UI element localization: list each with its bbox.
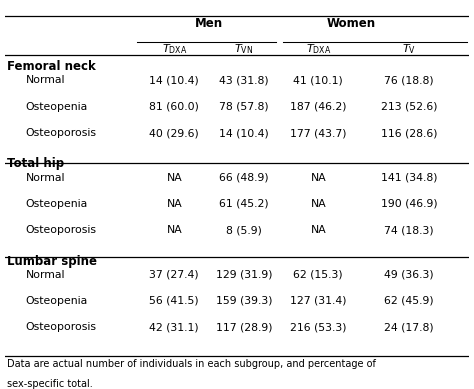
Text: 14 (10.4): 14 (10.4) xyxy=(149,75,199,86)
Text: 177 (43.7): 177 (43.7) xyxy=(290,128,346,138)
Text: NA: NA xyxy=(166,173,182,182)
Text: NA: NA xyxy=(310,199,326,209)
Text: 117 (28.9): 117 (28.9) xyxy=(216,322,272,332)
Text: NA: NA xyxy=(166,225,182,235)
Text: Lumbar spine: Lumbar spine xyxy=(7,254,97,268)
Text: Normal: Normal xyxy=(26,270,65,280)
Text: $\mathit{T}_{\mathregular{DXA}}$: $\mathit{T}_{\mathregular{DXA}}$ xyxy=(162,42,187,56)
Text: Osteoporosis: Osteoporosis xyxy=(26,225,97,235)
Text: 37 (27.4): 37 (27.4) xyxy=(149,270,199,280)
Text: NA: NA xyxy=(166,199,182,209)
Text: 62 (45.9): 62 (45.9) xyxy=(384,296,434,306)
Text: 56 (41.5): 56 (41.5) xyxy=(149,296,199,306)
Text: Normal: Normal xyxy=(26,75,65,86)
Text: 190 (46.9): 190 (46.9) xyxy=(381,199,437,209)
Text: 43 (31.8): 43 (31.8) xyxy=(219,75,269,86)
Text: 40 (29.6): 40 (29.6) xyxy=(149,128,199,138)
Text: 141 (34.8): 141 (34.8) xyxy=(381,173,437,182)
Text: 76 (18.8): 76 (18.8) xyxy=(384,75,434,86)
Text: Osteopenia: Osteopenia xyxy=(26,296,88,306)
Text: NA: NA xyxy=(310,225,326,235)
Text: NA: NA xyxy=(310,173,326,182)
Text: 187 (46.2): 187 (46.2) xyxy=(290,102,346,112)
Text: Osteoporosis: Osteoporosis xyxy=(26,322,97,332)
Text: 81 (60.0): 81 (60.0) xyxy=(149,102,199,112)
Text: 129 (31.9): 129 (31.9) xyxy=(216,270,272,280)
Text: Osteopenia: Osteopenia xyxy=(26,199,88,209)
Text: $\mathit{T}_{\mathregular{DXA}}$: $\mathit{T}_{\mathregular{DXA}}$ xyxy=(306,42,331,56)
Text: Normal: Normal xyxy=(26,173,65,182)
Text: 74 (18.3): 74 (18.3) xyxy=(384,225,434,235)
Text: $\mathit{T}_{\mathregular{VN}}$: $\mathit{T}_{\mathregular{VN}}$ xyxy=(235,42,254,56)
Text: 49 (36.3): 49 (36.3) xyxy=(384,270,434,280)
Text: Osteopenia: Osteopenia xyxy=(26,102,88,112)
Text: 61 (45.2): 61 (45.2) xyxy=(219,199,269,209)
Text: 24 (17.8): 24 (17.8) xyxy=(384,322,434,332)
Text: 78 (57.8): 78 (57.8) xyxy=(219,102,269,112)
Text: 216 (53.3): 216 (53.3) xyxy=(290,322,346,332)
Text: Osteoporosis: Osteoporosis xyxy=(26,128,97,138)
Text: $\mathit{T}_{\mathregular{V}}$: $\mathit{T}_{\mathregular{V}}$ xyxy=(402,42,416,56)
Text: Men: Men xyxy=(195,17,223,30)
Text: 42 (31.1): 42 (31.1) xyxy=(149,322,199,332)
Text: Total hip: Total hip xyxy=(7,158,64,170)
Text: 66 (48.9): 66 (48.9) xyxy=(219,173,269,182)
Text: 213 (52.6): 213 (52.6) xyxy=(381,102,437,112)
Text: 127 (31.4): 127 (31.4) xyxy=(290,296,346,306)
Text: 62 (15.3): 62 (15.3) xyxy=(293,270,343,280)
Text: 41 (10.1): 41 (10.1) xyxy=(293,75,343,86)
Text: Data are actual number of individuals in each subgroup, and percentage of: Data are actual number of individuals in… xyxy=(7,359,376,369)
Text: 116 (28.6): 116 (28.6) xyxy=(381,128,437,138)
Text: Women: Women xyxy=(326,17,375,30)
Text: Femoral neck: Femoral neck xyxy=(7,60,96,74)
Text: 159 (39.3): 159 (39.3) xyxy=(216,296,272,306)
Text: 8 (5.9): 8 (5.9) xyxy=(226,225,262,235)
Text: sex-specific total.: sex-specific total. xyxy=(7,378,93,389)
Text: 14 (10.4): 14 (10.4) xyxy=(219,128,269,138)
